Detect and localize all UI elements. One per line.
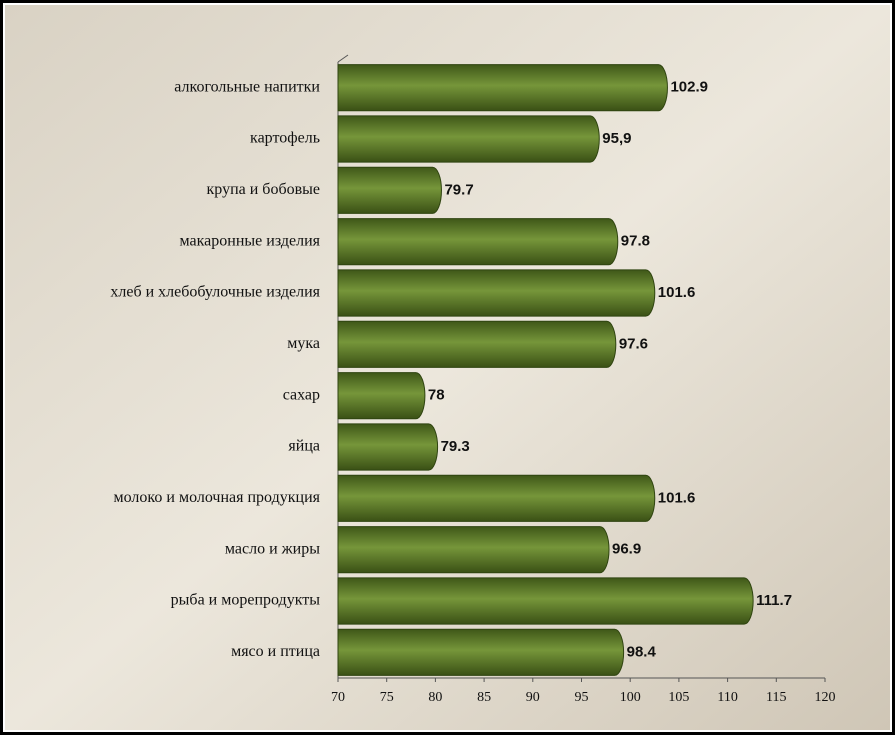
value-label: 78 <box>428 387 445 404</box>
category-label: молоко и молочная продукция <box>114 489 321 506</box>
category-label: хлеб и хлебобулочные изделия <box>110 284 320 301</box>
bar <box>337 64 668 112</box>
bar <box>337 115 600 163</box>
bar <box>337 166 442 214</box>
x-tick-label: 100 <box>620 690 641 705</box>
category-label: картофель <box>250 130 320 147</box>
value-label: 79.7 <box>444 181 473 198</box>
value-label: 97.6 <box>619 335 648 352</box>
x-tick-label: 75 <box>380 690 394 705</box>
x-tick-label: 80 <box>428 690 442 705</box>
x-tick-label: 90 <box>526 690 540 705</box>
bar <box>337 269 656 317</box>
x-tick-label: 120 <box>815 690 836 705</box>
bar <box>337 577 754 625</box>
category-label: мясо и птица <box>231 643 320 660</box>
value-label: 101.6 <box>658 284 696 301</box>
category-label: мука <box>287 335 320 352</box>
category-label: масло и жиры <box>225 540 320 557</box>
bar <box>337 218 619 266</box>
value-label: 95,9 <box>602 130 631 147</box>
value-label: 101.6 <box>658 489 696 506</box>
bar <box>337 526 610 574</box>
category-label: рыба и морепродукты <box>171 592 321 609</box>
value-label: 97.8 <box>621 233 650 250</box>
category-label: яйца <box>288 438 320 455</box>
category-label: крупа и бобовые <box>207 181 320 198</box>
value-label: 102.9 <box>670 79 708 96</box>
category-label: сахар <box>283 386 320 403</box>
value-label: 79.3 <box>441 438 470 455</box>
category-label: макаронные изделия <box>180 232 321 249</box>
x-tick-label: 110 <box>717 690 737 705</box>
value-label: 111.7 <box>756 592 792 609</box>
bar <box>337 474 656 522</box>
x-tick-label: 105 <box>668 690 689 705</box>
bar <box>337 628 625 676</box>
bar <box>337 320 617 368</box>
x-tick-label: 70 <box>331 690 345 705</box>
x-tick-label: 85 <box>477 690 491 705</box>
x-tick-label: 115 <box>766 690 786 705</box>
value-label: 98.4 <box>627 643 657 660</box>
category-label: алкогольные напитки <box>174 78 320 95</box>
bar <box>337 372 426 420</box>
value-label: 96.9 <box>612 541 641 558</box>
bar <box>337 423 439 471</box>
x-tick-label: 95 <box>575 690 589 705</box>
